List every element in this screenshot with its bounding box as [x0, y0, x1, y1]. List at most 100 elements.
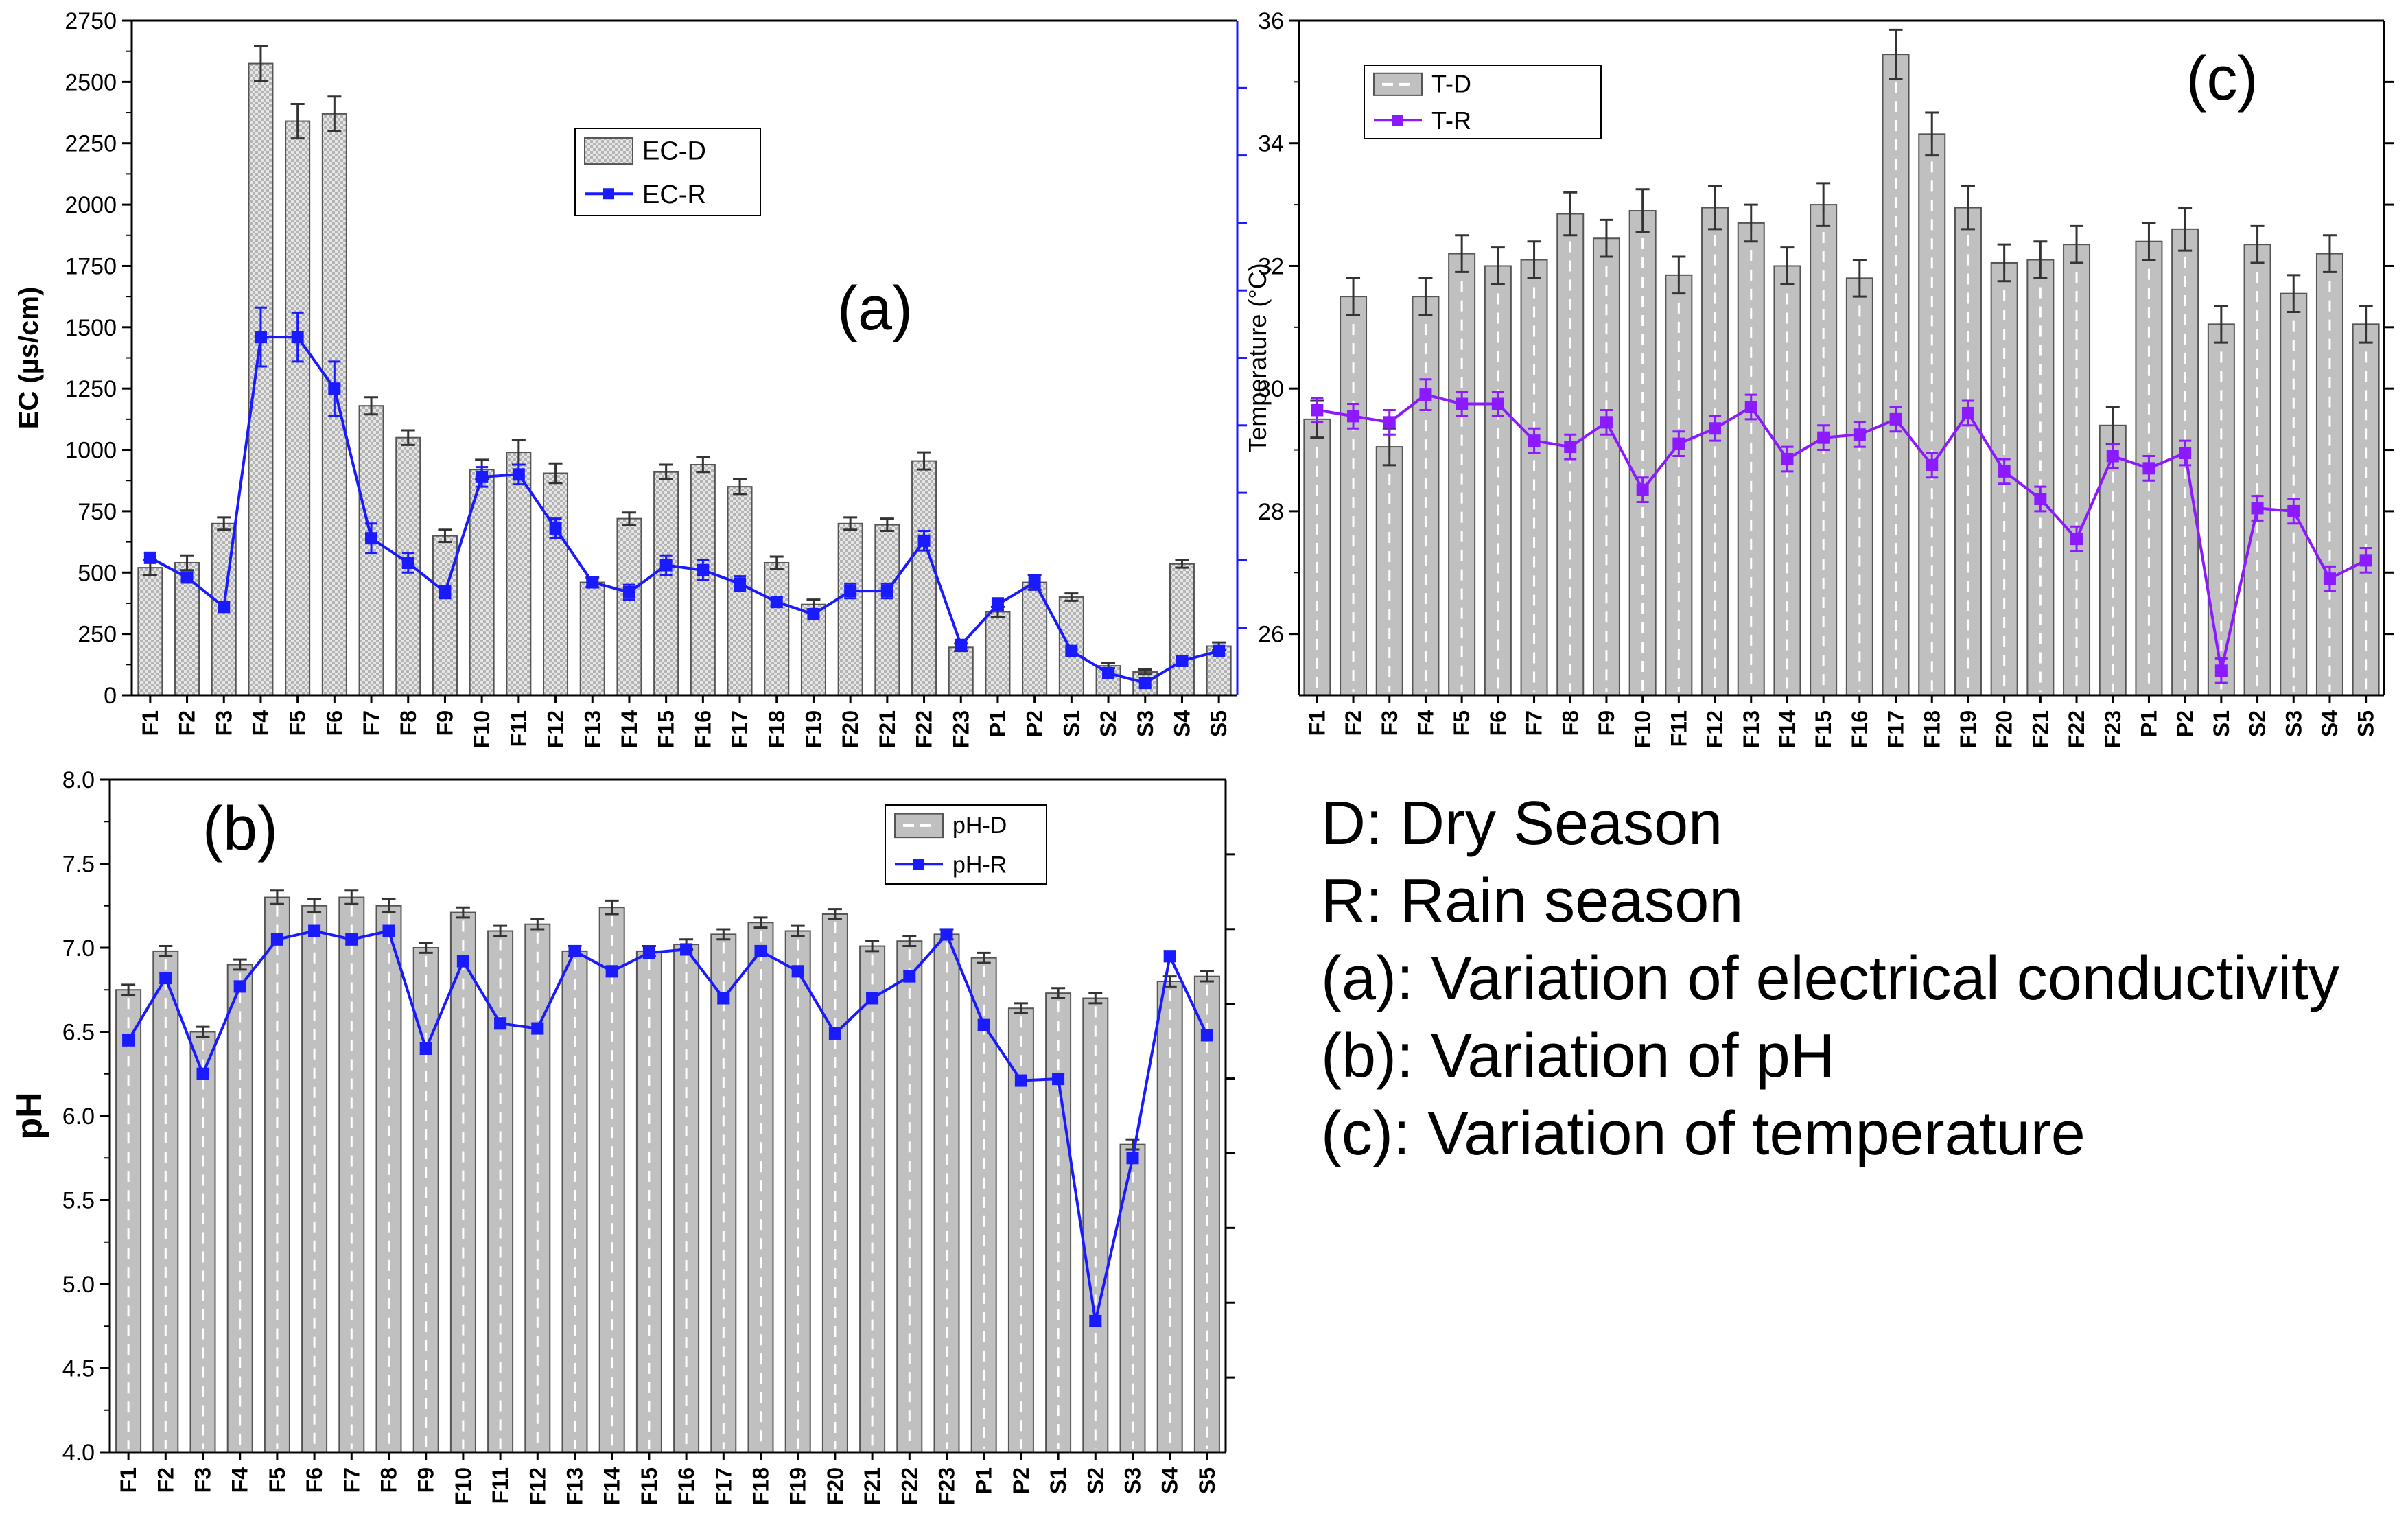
x-tick-label-F18: F18 — [749, 1467, 773, 1505]
x-tick-label-F18: F18 — [1919, 710, 1944, 748]
legend-label-pH-D: pH-D — [952, 813, 1007, 839]
y-tick-label: 1250 — [65, 376, 117, 402]
x-tick-label-S1: S1 — [1046, 1467, 1071, 1494]
x-tick-label-S4: S4 — [1158, 1467, 1182, 1494]
bar-S4 — [1156, 981, 1183, 1453]
bar-F20 — [837, 522, 863, 696]
bar-F13 — [579, 581, 605, 697]
x-tick-label-F18: F18 — [764, 710, 789, 748]
line-point-S1 — [2214, 664, 2228, 677]
legend-swatch-bar — [1373, 72, 1423, 96]
line-point-F7 — [1528, 434, 1541, 447]
line-point-F8 — [401, 556, 414, 569]
bar-F1 — [1303, 418, 1331, 696]
line-point-F16 — [697, 563, 710, 576]
y-tick-label: 750 — [78, 499, 117, 525]
x-tick-label-F17: F17 — [727, 710, 752, 748]
y-tick-label: 5.0 — [62, 1272, 95, 1298]
panel-label: (b) — [202, 795, 278, 863]
line-point-F12 — [549, 522, 562, 535]
line-point-P1 — [991, 598, 1004, 611]
legend-swatch-bar — [894, 813, 944, 839]
line-point-F11 — [1672, 437, 1685, 450]
line-point-S3 — [2287, 504, 2300, 517]
x-tick-label-S3: S3 — [1133, 710, 1158, 737]
bar-F4 — [248, 62, 274, 696]
bar-F1 — [137, 567, 163, 697]
x-tick-label-F12: F12 — [525, 1467, 550, 1505]
x-tick-label-S5: S5 — [2354, 710, 2378, 737]
line-point-S3 — [1138, 677, 1152, 690]
x-tick-label-F8: F8 — [1558, 710, 1582, 736]
line-point-S4 — [2323, 572, 2336, 585]
line-point-F6 — [1491, 397, 1504, 410]
x-tick-label-F15: F15 — [1811, 710, 1836, 748]
line-point-F19 — [807, 608, 820, 621]
line-point-F10 — [476, 470, 489, 483]
x-tick-label-P2: P2 — [1009, 1467, 1033, 1494]
y-tick-label: 2750 — [65, 8, 117, 34]
legend-swatch-bar — [584, 137, 633, 165]
line-point-F13 — [586, 576, 599, 589]
bar-F16 — [673, 944, 700, 1453]
x-tick-label-F5: F5 — [1449, 710, 1474, 736]
bar-F22 — [911, 460, 937, 696]
x-tick-label-F1: F1 — [116, 1467, 141, 1493]
x-tick-label-F10: F10 — [451, 1467, 476, 1505]
line-point-F14 — [605, 965, 618, 978]
line-point-F11 — [512, 468, 525, 481]
x-tick-label-F22: F22 — [2064, 710, 2089, 748]
bar-F18 — [764, 561, 790, 696]
x-tick-label-F14: F14 — [617, 710, 642, 748]
y-tick-label: 6.5 — [62, 1020, 95, 1046]
line-point-F1 — [1311, 404, 1324, 417]
y-tick-label: 30 — [1258, 376, 1284, 402]
line-point-F23 — [940, 928, 953, 941]
x-tick-label-S5: S5 — [1195, 1467, 1219, 1494]
bar-F21 — [2026, 259, 2055, 696]
x-tick-label-F11: F11 — [488, 1467, 513, 1504]
line-point-F19 — [791, 965, 804, 978]
x-tick-label-F8: F8 — [377, 1467, 401, 1493]
x-tick-label-F21: F21 — [875, 710, 900, 748]
y-tick-label: 1500 — [65, 315, 117, 341]
line-point-F15 — [659, 559, 673, 572]
x-tick-label-F7: F7 — [1522, 710, 1547, 736]
line-point-P1 — [2142, 462, 2155, 475]
y-tick-label: 0 — [104, 683, 117, 709]
line-point-F15 — [642, 946, 655, 959]
x-tick-label-F22: F22 — [897, 1467, 922, 1505]
x-tick-label-F23: F23 — [935, 1467, 959, 1505]
x-tick-label-F8: F8 — [396, 710, 421, 736]
legend-swatch-marker — [603, 188, 614, 200]
x-tick-label-F4: F4 — [1413, 710, 1438, 736]
x-tick-label-F14: F14 — [1775, 710, 1799, 748]
line-point-F14 — [622, 585, 635, 598]
x-tick-label-F16: F16 — [674, 1467, 699, 1505]
x-tick-label-F15: F15 — [637, 1467, 662, 1505]
x-tick-label-F21: F21 — [2028, 710, 2053, 748]
x-tick-label-S4: S4 — [1169, 710, 1194, 737]
line-point-F3 — [218, 601, 231, 614]
x-tick-label-F10: F10 — [469, 710, 494, 748]
series-line-pH-R — [127, 929, 1208, 1322]
legend-label-EC-D: EC-D — [642, 137, 706, 165]
chart-panel-b: 4.0 4.5 5.0 5.5 6.0 6.5 7.0 7.5 8.0 F1 F2 F3 F4 F5 F6 F… — [10, 767, 1235, 1505]
legend-label-T-R: T-R — [1431, 106, 1471, 135]
x-tick-label-F2: F2 — [153, 1467, 178, 1493]
line-point-F18 — [1926, 458, 1939, 471]
bar-F14 — [598, 907, 625, 1453]
bar-F5 — [285, 120, 311, 697]
y-tick-label: 32 — [1258, 253, 1284, 279]
y-tick-label: 8.0 — [62, 767, 95, 793]
legend-key-dry-season: D: Dry Season — [1321, 789, 1723, 858]
x-tick-label-F15: F15 — [654, 710, 679, 748]
line-point-F2 — [1347, 410, 1360, 423]
line-point-F5 — [270, 933, 283, 946]
x-tick-label-P1: P1 — [2136, 710, 2161, 737]
line-point-F18 — [754, 944, 767, 957]
line-point-S1 — [1065, 644, 1078, 657]
line-point-F2 — [159, 972, 172, 985]
x-tick-label-S2: S2 — [1096, 710, 1121, 737]
line-point-F23 — [955, 638, 968, 651]
